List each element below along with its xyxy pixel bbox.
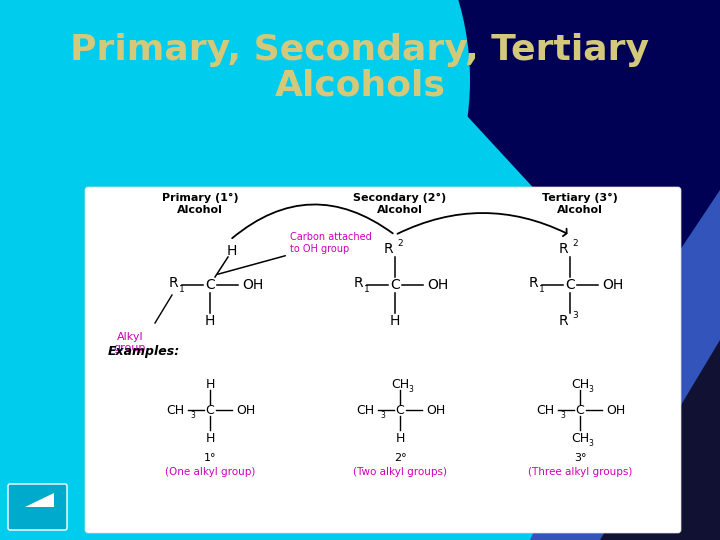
FancyBboxPatch shape [85, 187, 681, 533]
Text: 1: 1 [179, 286, 185, 294]
Text: OH: OH [602, 278, 624, 292]
Text: C: C [575, 403, 585, 416]
Text: Carbon attached: Carbon attached [290, 232, 372, 242]
Text: R: R [528, 276, 538, 290]
Text: (Two alkyl groups): (Two alkyl groups) [353, 467, 447, 477]
Text: Alcohol: Alcohol [377, 205, 423, 215]
Text: CH: CH [571, 377, 589, 390]
Text: C: C [390, 278, 400, 292]
Text: H: H [390, 314, 400, 328]
Text: CH: CH [571, 431, 589, 444]
Text: CH: CH [536, 403, 554, 416]
Text: (One alkyl group): (One alkyl group) [165, 467, 255, 477]
Text: R: R [383, 242, 393, 256]
Polygon shape [360, 0, 720, 390]
Polygon shape [530, 190, 720, 540]
Text: 3: 3 [572, 310, 577, 320]
Ellipse shape [0, 0, 470, 340]
Text: 2°: 2° [394, 453, 406, 463]
Text: Tertiary (3°): Tertiary (3°) [542, 193, 618, 203]
Text: C: C [565, 278, 575, 292]
Text: H: H [205, 377, 215, 390]
Polygon shape [600, 340, 720, 540]
Text: OH: OH [242, 278, 264, 292]
Text: R: R [168, 276, 178, 290]
Text: Primary, Secondary, Tertiary: Primary, Secondary, Tertiary [71, 33, 649, 67]
Text: 1: 1 [364, 286, 370, 294]
Text: 3°: 3° [574, 453, 586, 463]
Text: Primary (1°): Primary (1°) [162, 193, 238, 203]
Text: CH: CH [391, 377, 409, 390]
Text: Alkyl: Alkyl [117, 332, 143, 342]
Text: Alcohol: Alcohol [177, 205, 223, 215]
Text: 3: 3 [380, 410, 385, 420]
Text: Secondary (2°): Secondary (2°) [354, 193, 446, 203]
Text: (Three alkyl groups): (Three alkyl groups) [528, 467, 632, 477]
Text: OH: OH [236, 403, 256, 416]
Text: 2: 2 [397, 239, 402, 247]
Text: C: C [395, 403, 405, 416]
Text: group: group [114, 343, 146, 353]
Text: C: C [206, 403, 215, 416]
Text: Alcohols: Alcohols [274, 68, 446, 102]
Text: H: H [227, 244, 237, 258]
Text: 1: 1 [539, 286, 545, 294]
Text: OH: OH [426, 403, 445, 416]
Text: to OH group: to OH group [290, 244, 349, 254]
Text: 2: 2 [572, 239, 577, 247]
Text: 3: 3 [588, 438, 593, 448]
Text: 3: 3 [408, 384, 413, 394]
Text: R: R [354, 276, 363, 290]
Text: Examples:: Examples: [108, 346, 180, 359]
Text: Alcohol: Alcohol [557, 205, 603, 215]
Text: H: H [205, 431, 215, 444]
Text: OH: OH [606, 403, 625, 416]
Text: 3: 3 [588, 384, 593, 394]
Text: OH: OH [427, 278, 449, 292]
Text: H: H [395, 431, 405, 444]
Text: R: R [559, 314, 568, 328]
Text: R: R [559, 242, 568, 256]
FancyBboxPatch shape [8, 484, 67, 530]
Text: H: H [204, 314, 215, 328]
Text: 3: 3 [190, 410, 195, 420]
Text: 1°: 1° [204, 453, 216, 463]
Text: C: C [205, 278, 215, 292]
Text: 3: 3 [560, 410, 565, 420]
Text: CH: CH [166, 403, 184, 416]
Text: CH: CH [356, 403, 374, 416]
Polygon shape [25, 493, 54, 507]
